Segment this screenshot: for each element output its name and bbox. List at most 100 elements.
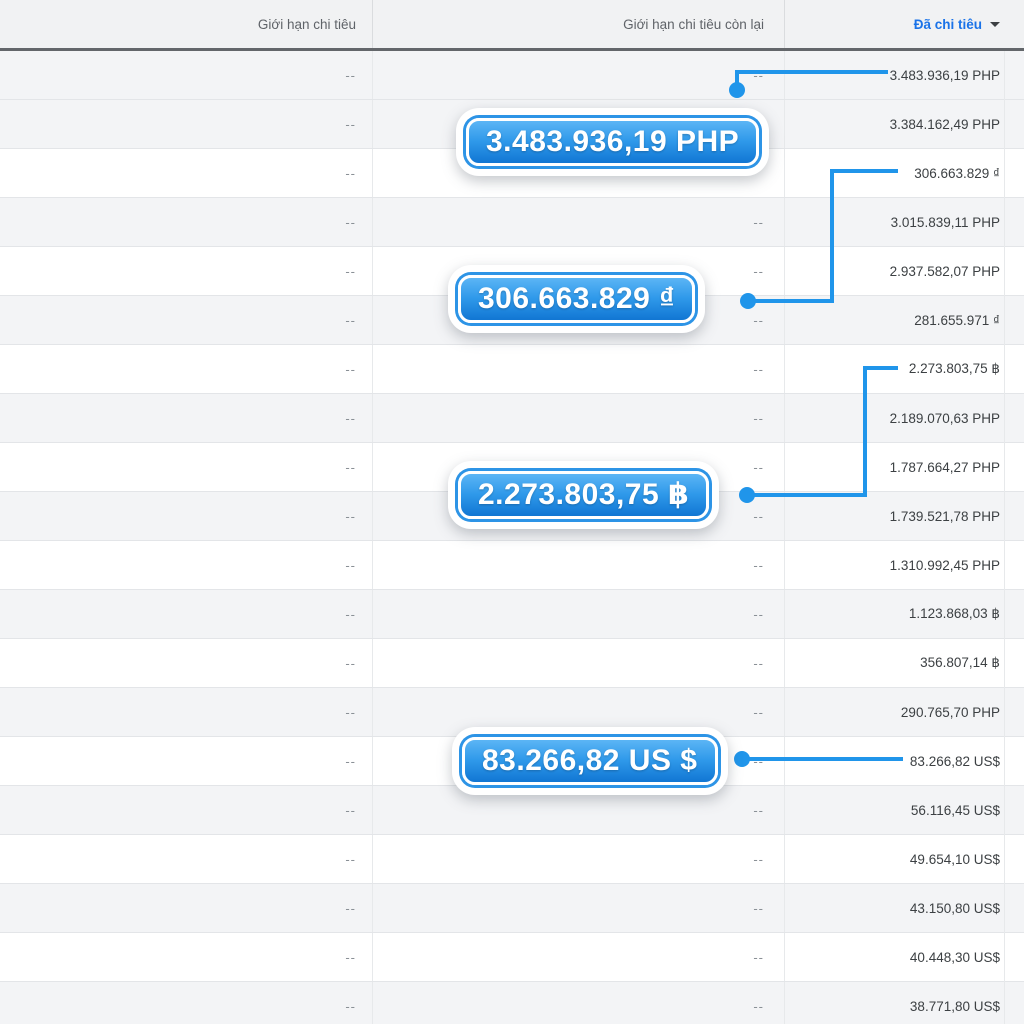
remaining-spending-limit-cell: --: [373, 345, 785, 393]
remaining-spending-limit-cell: --: [373, 933, 785, 981]
table-row: -- -- 40.448,30 US$: [0, 933, 1024, 982]
amount-spent-cell: 1.123.868,03 ฿: [785, 590, 1024, 638]
remaining-spending-limit-cell: --: [373, 639, 785, 687]
empty-value-dash: --: [753, 998, 764, 1014]
empty-value-dash: --: [345, 753, 356, 769]
empty-value-dash: --: [345, 704, 356, 720]
empty-value-dash: --: [753, 655, 764, 671]
spending-limit-cell: --: [0, 639, 373, 687]
amount-spent-cell: 3.483.936,19 PHP: [785, 51, 1024, 99]
amount-spent-value: 1.310.992,45 PHP: [889, 557, 1000, 573]
amount-spent-value: 2.189.070,63 PHP: [889, 410, 1000, 426]
amount-spent-cell: 3.015.839,11 PHP: [785, 198, 1024, 246]
empty-value-dash: --: [345, 459, 356, 475]
remaining-spending-limit-cell: --: [373, 982, 785, 1024]
table-row: -- -- 2.189.070,63 PHP: [0, 394, 1024, 443]
empty-value-dash: --: [345, 802, 356, 818]
empty-value-dash: --: [345, 165, 356, 181]
spending-limit-cell: --: [0, 247, 373, 295]
amount-spent-value: 38.771,80 US$: [909, 998, 1000, 1014]
spending-limit-cell: --: [0, 884, 373, 932]
amount-spent-cell: 83.266,82 US$: [785, 737, 1024, 785]
amount-spent-cell: 356.807,14 ฿: [785, 639, 1024, 687]
sort-descending-icon: [990, 21, 1000, 27]
remaining-spending-limit-cell: --: [373, 492, 785, 540]
amount-spent-cell: 1.787.664,27 PHP: [785, 443, 1024, 491]
spending-limit-cell: --: [0, 737, 373, 785]
empty-value-dash: --: [753, 361, 764, 377]
column-divider: [1004, 51, 1005, 1024]
amount-spent-cell: 306.663.829 ₫: [785, 149, 1024, 197]
amount-spent-cell: 281.655.971 ₫: [785, 296, 1024, 344]
amount-spent-value: 49.654,10 US$: [909, 851, 1000, 867]
table-header: Giới hạn chi tiêu Giới hạn chi tiêu còn …: [0, 0, 1024, 51]
amount-spent-value: 3.015.839,11 PHP: [890, 214, 1000, 230]
amount-spent-cell: 3.384.162,49 PHP: [785, 100, 1024, 148]
remaining-spending-limit-cell: --: [373, 198, 785, 246]
table-row: -- -- 3.015.839,11 PHP: [0, 198, 1024, 247]
spending-limit-cell: --: [0, 296, 373, 344]
spending-limit-cell: --: [0, 933, 373, 981]
empty-value-dash: --: [345, 116, 356, 132]
amount-spent-value: 306.663.829 ₫: [914, 165, 1000, 181]
remaining-spending-limit-cell: --: [373, 786, 785, 834]
empty-value-dash: --: [753, 753, 764, 769]
spending-limit-cell: --: [0, 688, 373, 736]
table-body: -- -- 3.483.936,19 PHP -- 3.384.162,49 PHP --…: [0, 51, 1024, 1024]
amount-spent-value: 290.765,70 PHP: [900, 704, 1000, 720]
spending-limit-cell: --: [0, 443, 373, 491]
callout-badge-php: 3.483.936,19 PHP: [466, 118, 760, 166]
amount-spent-cell: 49.654,10 US$: [785, 835, 1024, 883]
table-row: -- -- 356.807,14 ฿: [0, 639, 1024, 688]
empty-value-dash: --: [345, 606, 356, 622]
spending-limit-cell: --: [0, 51, 373, 99]
amount-spent-cell: 2.189.070,63 PHP: [785, 394, 1024, 442]
remaining-spending-limit-cell: --: [373, 884, 785, 932]
amount-spent-value: 83.266,82 US$: [909, 753, 1000, 769]
amount-spent-cell: 43.150,80 US$: [785, 884, 1024, 932]
empty-value-dash: --: [345, 263, 356, 279]
empty-value-dash: --: [753, 312, 764, 328]
amount-spent-value: 1.123.868,03 ฿: [908, 606, 1000, 621]
table-row: -- -- 1.310.992,45 PHP: [0, 541, 1024, 590]
amount-spent-value: 3.384.162,49 PHP: [889, 116, 1000, 132]
spending-limit-cell: --: [0, 492, 373, 540]
amount-spent-value: 2.937.582,07 PHP: [889, 263, 1000, 279]
remaining-spending-limit-cell: --: [373, 688, 785, 736]
empty-value-dash: --: [753, 557, 764, 573]
empty-value-dash: --: [753, 459, 764, 475]
spending-limit-cell: --: [0, 786, 373, 834]
empty-value-dash: --: [345, 900, 356, 916]
amount-spent-value: 40.448,30 US$: [909, 949, 1000, 965]
empty-value-dash: --: [345, 998, 356, 1014]
remaining-spending-limit-cell: --: [373, 737, 785, 785]
amount-spent-cell: 56.116,45 US$: [785, 786, 1024, 834]
amount-spent-value: 56.116,45 US$: [910, 802, 1000, 818]
table-row: -- -- 3.483.936,19 PHP: [0, 51, 1024, 100]
empty-value-dash: --: [345, 949, 356, 965]
column-header-spending-limit[interactable]: Giới hạn chi tiêu: [0, 0, 373, 48]
column-header-amount-spent[interactable]: Đã chi tiêu: [785, 0, 1024, 48]
remaining-spending-limit-cell: --: [373, 590, 785, 638]
empty-value-dash: --: [753, 410, 764, 426]
empty-value-dash: --: [753, 704, 764, 720]
remaining-spending-limit-cell: [373, 100, 785, 148]
spending-limit-cell: --: [0, 394, 373, 442]
column-header-remaining-spending-limit[interactable]: Giới hạn chi tiêu còn lại: [373, 0, 785, 48]
spending-limit-cell: --: [0, 149, 373, 197]
empty-value-dash: --: [753, 900, 764, 916]
empty-value-dash: --: [753, 508, 764, 524]
amount-spent-cell: 1.310.992,45 PHP: [785, 541, 1024, 589]
empty-value-dash: --: [345, 361, 356, 377]
callout-badge-thb: 2.273.803,75 ฿: [458, 471, 710, 519]
remaining-spending-limit-cell: --: [373, 296, 785, 344]
empty-value-dash: --: [753, 263, 764, 279]
table-row: -- -- 290.765,70 PHP: [0, 688, 1024, 737]
amount-spent-value: 1.739.521,78 PHP: [889, 508, 1000, 524]
remaining-spending-limit-cell: --: [373, 835, 785, 883]
empty-value-dash: --: [345, 851, 356, 867]
amount-spent-cell: 38.771,80 US$: [785, 982, 1024, 1024]
table-row: -- -- 1.123.868,03 ฿: [0, 590, 1024, 639]
column-header-label: Giới hạn chi tiêu: [257, 16, 356, 32]
table-row: -- -- 43.150,80 US$: [0, 884, 1024, 933]
